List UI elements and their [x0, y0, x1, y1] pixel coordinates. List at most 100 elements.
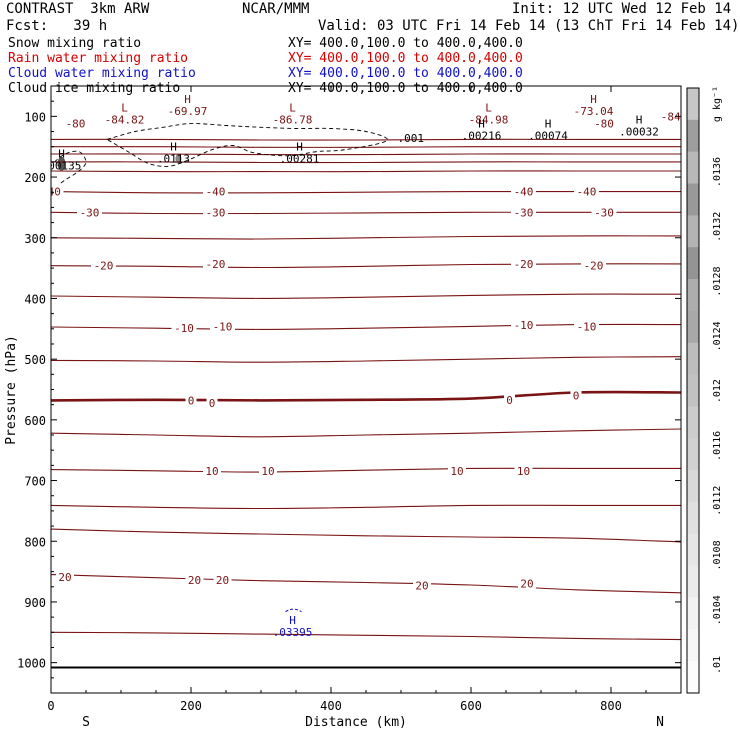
contour-label: 20 [520, 578, 533, 591]
y-tick-label: 400 [24, 292, 46, 306]
colorbar-cell [687, 565, 699, 598]
contour-label: -20 [94, 260, 114, 273]
contour-label-bg [203, 463, 221, 477]
contour-label: 20 [58, 571, 71, 584]
extremum-value: -86.78 [273, 113, 313, 126]
colorbar-tick-label: .0124 [712, 321, 723, 351]
cloud-ice-contour [106, 123, 388, 167]
contour-label-bg [185, 573, 204, 587]
y-axis-label: Pressure (hPa) [4, 335, 19, 445]
contour-label: 0 [188, 394, 195, 407]
colorbar-cell [687, 374, 699, 407]
contour-label: -20 [584, 260, 604, 273]
extremum-value: .00074 [528, 129, 568, 142]
contour-label-bg [581, 258, 606, 272]
contour-label-bg [591, 116, 617, 130]
contour-label-bg [56, 570, 74, 584]
field-label-snow: Snow mixing ratio [8, 36, 142, 51]
extremum-value: -84.98 [469, 113, 509, 126]
contour-label: -40 [577, 186, 597, 199]
extremum-value: .00135 [42, 160, 82, 173]
temperature-contour-line [51, 504, 681, 510]
temperature-contour-line [51, 293, 681, 299]
x-tick-label: 400 [320, 699, 342, 713]
colorbar-cell [687, 501, 699, 535]
x-tick-label: 600 [460, 699, 482, 713]
colorbar-cell [687, 215, 699, 248]
extremum-mark: H [590, 93, 597, 106]
contour-label: 10 [205, 465, 218, 478]
y-tick-label: 100 [24, 110, 46, 124]
contour-label: 10 [450, 465, 463, 478]
contour-label: -40 [514, 186, 534, 199]
extremum-mark: H [289, 614, 296, 627]
colorbar-tick-label: .01 [712, 656, 723, 674]
contour-label: -30 [594, 206, 614, 219]
contour-label: 0 [506, 394, 513, 407]
temperature-contour-line [51, 574, 681, 594]
contour-label-bg [448, 463, 466, 477]
contour-label-bg [511, 256, 536, 270]
contour-label-bg [213, 573, 232, 587]
contour-label: -10 [174, 322, 194, 335]
colorbar-tick-label: .0108 [712, 540, 723, 570]
extremum-value: .00216 [462, 129, 502, 142]
colorbar-unit: g kg⁻¹ [712, 86, 723, 122]
contour-label-bg [574, 319, 599, 333]
contour-label-bg [171, 321, 197, 335]
contour-label: 10 [261, 465, 274, 478]
contour-label: 0 [209, 397, 216, 410]
colorbar-cell [687, 533, 699, 567]
contour-label: -80 [66, 118, 86, 131]
contour-label: -30 [514, 206, 534, 219]
contour-label: -30 [80, 206, 100, 219]
colorbar-tick-label: .0128 [712, 267, 723, 297]
header-title-left: CONTRAST 3km ARW [6, 1, 150, 17]
contour-label: 0 [573, 390, 580, 403]
contour-label: -10 [213, 320, 233, 333]
extremum-mark: L [289, 101, 296, 114]
plot-frame [50, 85, 682, 694]
contour-label-bg [203, 256, 228, 270]
contour-label: 20 [415, 580, 428, 593]
colorbar-cell [687, 119, 699, 153]
colorbar-tick-label: .0104 [712, 595, 723, 625]
x-tick-label: 800 [600, 699, 622, 713]
extremum-value: -73.04 [574, 105, 614, 118]
cloud-water-contour [285, 608, 302, 613]
y-tick-label: 700 [24, 475, 46, 489]
extremum-value: -69.97 [168, 105, 208, 118]
colorbar-cell [687, 342, 699, 376]
extremum-value: -84.82 [105, 113, 145, 126]
contour-label: -20 [206, 258, 226, 271]
field-label-cloud-water: Cloud water mixing ratio [8, 66, 196, 81]
contour-label-bg [185, 393, 197, 407]
colorbar-tick-label: .0116 [712, 431, 723, 461]
colorbar-tick-label: .012 [712, 379, 723, 403]
field-xy-rain: XY= 400.0,100.0 to 400.0,400.0 [288, 51, 523, 66]
cloud-ice-contour-label: .001 [398, 132, 425, 145]
colorbar-cell [687, 279, 699, 312]
header-fcst: Fcst: 39 h [6, 18, 108, 34]
header-valid: Valid: 03 UTC Fri 14 Feb 14 (13 ChT Fri … [318, 18, 740, 34]
contour-label: 20 [216, 574, 229, 587]
temperature-contour-line [51, 235, 681, 240]
extremum-mark: H [296, 140, 303, 153]
contour-label: 20 [188, 574, 201, 587]
contour-label: -84. [661, 110, 688, 123]
colorbar-cell [687, 247, 699, 280]
contour-label: -20 [514, 258, 534, 271]
snow-max-blob [57, 156, 66, 171]
temperature-contour-line [51, 146, 681, 148]
temperature-contour-line [51, 211, 681, 215]
colorbar-cell [687, 88, 699, 121]
y-tick-label: 900 [24, 596, 46, 610]
y-tick-label: 500 [24, 353, 46, 367]
extremum-mark: H [170, 140, 177, 153]
colorbar-frame [686, 87, 700, 694]
field-xy-cloud-water: XY= 400.0,100.0 to 400.0,400.0 [288, 66, 523, 81]
contour-label: -10 [577, 320, 597, 333]
field-label-cloud-ice: Cloud ice mixing ratio [8, 81, 181, 96]
